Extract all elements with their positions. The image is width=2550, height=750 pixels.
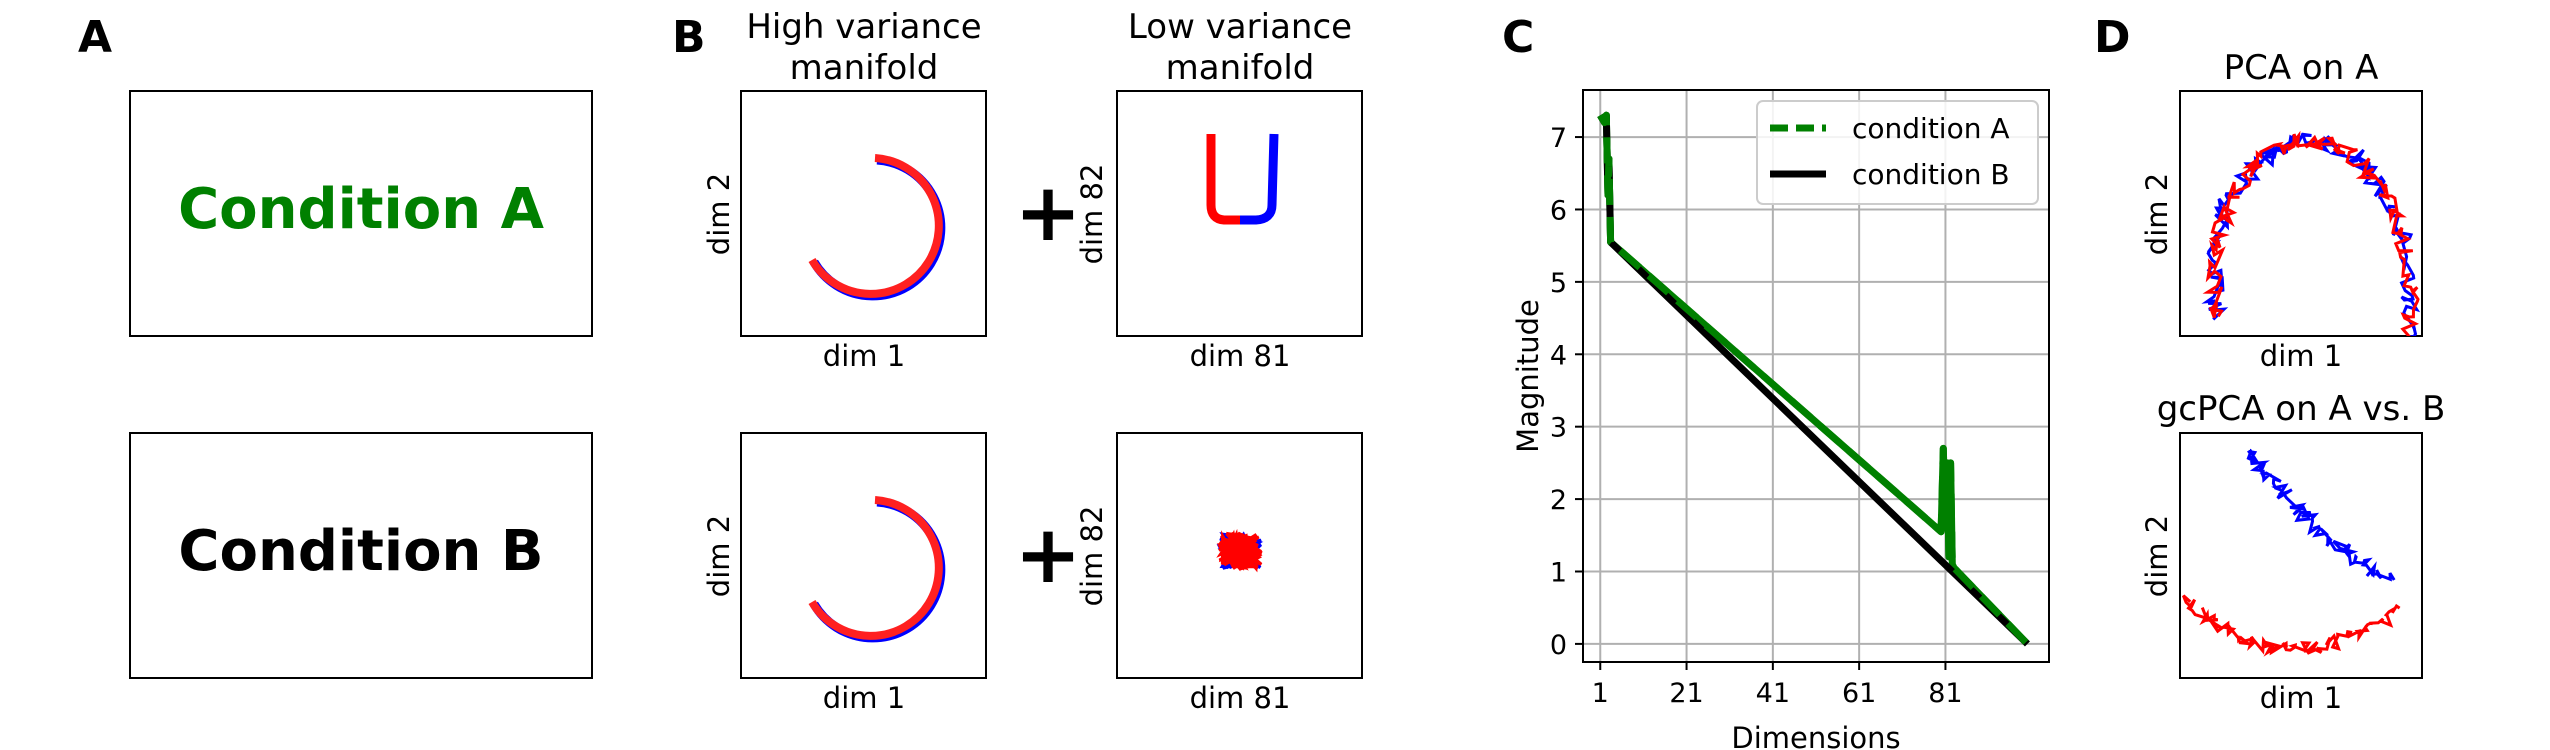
y-tick-label: 7 <box>1550 123 1567 154</box>
b-low-a-xlabel: dim 81 <box>1190 339 1291 373</box>
pca-xlabel: dim 1 <box>2260 339 2342 373</box>
plot-b-low-b-frame <box>1116 432 1363 679</box>
low-variance-title-line1: Low variance <box>1128 7 1352 47</box>
low-variance-title-line2: manifold <box>1166 48 1315 88</box>
y-tick-label: 3 <box>1550 413 1567 444</box>
y-tick-label: 0 <box>1550 630 1567 661</box>
pca-ylabel: dim 2 <box>2140 173 2174 255</box>
b-high-a-xlabel: dim 1 <box>823 339 905 373</box>
y-tick-label: 1 <box>1550 557 1567 588</box>
legend-label-condition-a: condition A <box>1852 112 2010 145</box>
b-low-b-xlabel: dim 81 <box>1190 681 1291 715</box>
b-high-b-xlabel: dim 1 <box>823 681 905 715</box>
plot-b-high-b-arc <box>808 496 946 643</box>
chart-y-ticks: 0 1 2 3 4 5 6 7 <box>1550 123 1583 661</box>
chart-legend: condition A condition B <box>1756 100 2039 205</box>
plot-b-high-a-frame <box>740 90 987 337</box>
chart-x-ticks: 1 21 41 61 81 <box>1592 662 1963 709</box>
plot-b-high-a-arc <box>808 154 946 301</box>
x-tick-label: 81 <box>1928 678 1962 709</box>
b-high-a-ylabel: dim 2 <box>702 173 736 255</box>
gcpca-ylabel: dim 2 <box>2140 515 2174 597</box>
panel-a-letter: A <box>78 12 112 63</box>
plot-b-low-a-ushape <box>1206 133 1279 225</box>
panel-b-letter: B <box>672 12 706 63</box>
condition-a-box <box>129 90 593 337</box>
gcpca-plot-frame <box>2179 432 2423 679</box>
legend-label-condition-b: condition B <box>1852 158 2010 191</box>
panel-c-letter: C <box>1502 12 1534 63</box>
high-variance-title-line2: manifold <box>790 48 939 88</box>
pca-trajectory <box>2201 130 2421 336</box>
plus-sign-bottom: + <box>1014 508 1081 601</box>
y-tick-label: 4 <box>1550 340 1567 371</box>
b-low-b-ylabel: dim 82 <box>1075 506 1109 607</box>
condition-b-box <box>129 432 593 679</box>
condition-a-label: Condition A <box>178 177 545 242</box>
panel-d: D PCA on A dim 1 dim 2 gcPCA on A vs. B … <box>2094 12 2445 715</box>
y-tick-label: 6 <box>1550 195 1567 226</box>
pca-plot-frame <box>2179 90 2423 337</box>
legend-box <box>1756 100 2039 205</box>
condition-b-label: Condition B <box>178 519 543 584</box>
x-tick-label: 41 <box>1756 678 1790 709</box>
plot-b-low-b-blob <box>1216 528 1264 573</box>
chart-series <box>1597 111 2030 647</box>
plus-sign-top: + <box>1014 166 1081 259</box>
panel-b: B High variance manifold Low variance ma… <box>672 7 1363 715</box>
gcpca-xlabel: dim 1 <box>2260 681 2342 715</box>
high-variance-title-line1: High variance <box>746 7 981 47</box>
noise-blob-red <box>1216 528 1263 573</box>
series-condition-a-line <box>1597 111 2030 647</box>
b-low-a-ylabel: dim 82 <box>1075 164 1109 265</box>
x-tick-label: 1 <box>1592 678 1609 709</box>
panel-a: A Condition A Condition B <box>78 12 593 679</box>
chart-x-axis-label: Dimensions <box>1731 721 1900 750</box>
chart-frame <box>1582 89 2050 663</box>
y-tick-label: 5 <box>1550 268 1567 299</box>
gcpca-trajectory <box>2182 448 2401 657</box>
chart-y-axis-label: Magnitude <box>1511 299 1545 453</box>
x-tick-label: 21 <box>1669 678 1703 709</box>
panel-d-letter: D <box>2094 12 2131 63</box>
plot-b-low-a-frame <box>1116 90 1363 337</box>
x-tick-label: 61 <box>1842 678 1876 709</box>
b-high-b-ylabel: dim 2 <box>702 515 736 597</box>
pca-title: PCA on A <box>2224 48 2379 88</box>
plot-b-high-b-frame <box>740 432 987 679</box>
gcpca-title: gcPCA on A vs. B <box>2157 389 2446 429</box>
y-tick-label: 2 <box>1550 485 1567 516</box>
